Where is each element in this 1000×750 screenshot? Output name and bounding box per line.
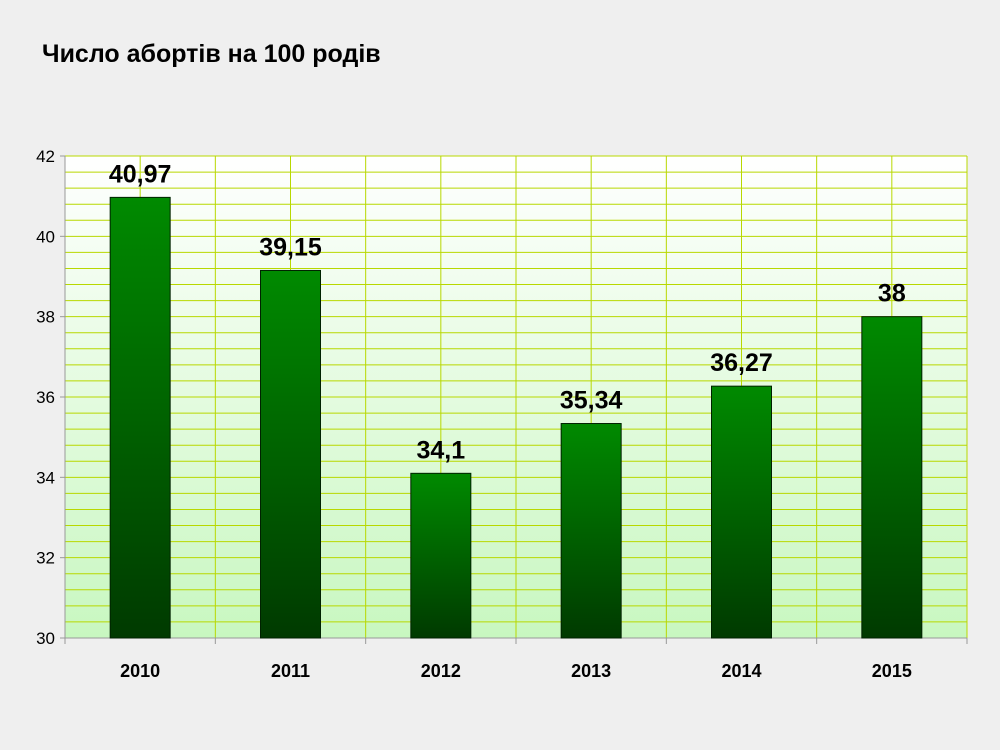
data-label-2011: 39,15 xyxy=(259,233,322,261)
x-tick-label-2012: 2012 xyxy=(421,661,461,681)
y-tick-label: 32 xyxy=(36,549,55,568)
x-tick-label-2013: 2013 xyxy=(571,661,611,681)
x-tick-label-2011: 2011 xyxy=(271,661,310,681)
y-tick-label: 34 xyxy=(36,468,55,487)
chart-title: Число абортів на 100 родів xyxy=(42,40,381,68)
x-tick-label-2014: 2014 xyxy=(721,661,761,681)
data-label-2010: 40,97 xyxy=(109,160,172,188)
y-tick-label: 40 xyxy=(36,227,55,246)
axes xyxy=(60,155,968,644)
data-label-2015: 38 xyxy=(878,280,906,308)
data-label-2013: 35,34 xyxy=(560,387,623,415)
y-tick-label: 42 xyxy=(36,147,55,166)
bar-2013 xyxy=(560,423,622,639)
bar-2012 xyxy=(410,472,472,639)
labels: 30 32 34 36 38 40 42 40,97 2010 39,15 2011 34,1 2012… xyxy=(36,147,912,681)
data-label-2014: 36,27 xyxy=(710,349,773,377)
x-tick-label-2010: 2010 xyxy=(120,661,160,681)
bar-2015 xyxy=(861,316,923,639)
x-tick-label-2015: 2015 xyxy=(872,661,912,681)
bar-2010 xyxy=(109,196,171,639)
bars xyxy=(109,196,923,639)
bar-2011 xyxy=(260,269,321,639)
y-tick-label: 36 xyxy=(36,388,55,407)
y-tick-label: 30 xyxy=(36,629,55,648)
y-tick-label: 38 xyxy=(36,308,55,327)
data-label-2012: 34,1 xyxy=(416,436,465,464)
bar-2014 xyxy=(711,385,772,639)
